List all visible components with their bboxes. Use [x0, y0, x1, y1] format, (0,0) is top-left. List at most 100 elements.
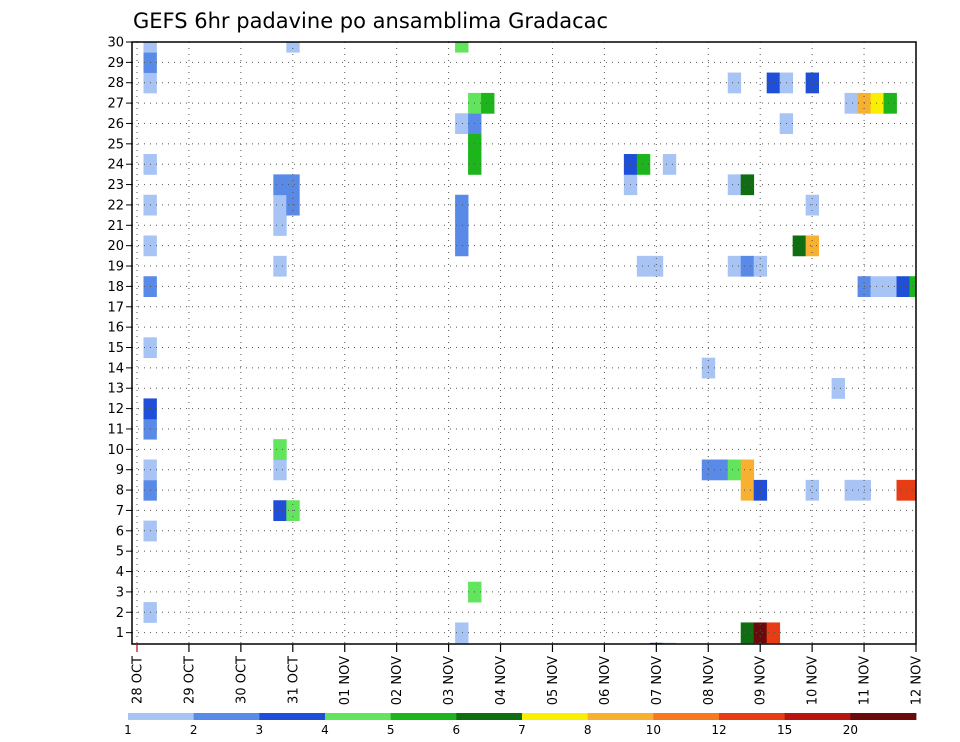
data-cell: [727, 174, 742, 196]
y-tick-label: 4: [116, 565, 124, 580]
colorbar-label: 2: [190, 723, 198, 737]
data-cell: [727, 459, 742, 481]
data-cell: [143, 42, 157, 53]
y-tick-label: 28: [107, 76, 124, 91]
y-tick-label: 23: [107, 178, 124, 193]
data-cell: [455, 622, 469, 644]
data-cell: [649, 255, 664, 277]
data-cell: [831, 378, 845, 399]
colorbar-label: 15: [777, 723, 792, 737]
data-cell: [740, 479, 755, 501]
x-tick-label: 01 NOV: [338, 656, 353, 705]
data-cell: [273, 194, 287, 216]
colorbar-segment: [653, 713, 720, 720]
colorbar-segment: [719, 713, 786, 720]
data-cell: [844, 479, 858, 501]
y-tick-label: 22: [107, 198, 124, 213]
y-tick-label: 27: [107, 97, 124, 112]
data-cell: [740, 459, 755, 481]
data-cell: [636, 255, 651, 277]
x-tick-label: 29 OCT: [182, 656, 197, 704]
y-tick-label: 25: [107, 137, 124, 152]
x-tick-label: 02 NOV: [390, 656, 405, 705]
y-tick-label: 12: [107, 402, 124, 417]
y-tick-label: 24: [107, 158, 124, 173]
data-cell: [273, 500, 287, 522]
x-tick-label: 05 NOV: [546, 656, 561, 705]
data-cell: [766, 72, 781, 94]
data-cell: [740, 174, 755, 196]
y-tick-label: 8: [116, 484, 124, 499]
plot-frame: [131, 41, 917, 645]
y-tick-label: 30: [107, 36, 124, 51]
data-cell: [273, 174, 287, 196]
data-cell: [455, 113, 469, 135]
colorbar-segment: [522, 713, 589, 720]
x-tick-label: 28 OCT: [131, 656, 146, 704]
data-cells: [143, 42, 917, 645]
x-tick-label: 12 NOV: [910, 656, 925, 705]
colorbar-segment: [784, 713, 851, 720]
data-cell: [740, 622, 755, 644]
y-axis: 1234567891011121314151617181920212223242…: [107, 36, 132, 641]
data-cell: [753, 255, 768, 277]
x-tick-label: 31 OCT: [286, 656, 301, 704]
y-tick-label: 15: [107, 341, 124, 356]
colorbar-segment: [390, 713, 457, 720]
data-cell: [883, 92, 897, 114]
colorbar-label: 20: [843, 723, 858, 737]
colorbar-label: 4: [321, 723, 329, 737]
colorbar-label: 1: [124, 723, 132, 737]
data-cell: [753, 479, 768, 501]
x-tick-label: 08 NOV: [702, 656, 717, 705]
data-cell: [273, 215, 287, 236]
y-tick-label: 11: [107, 422, 124, 437]
grid-lines: [132, 42, 916, 644]
y-tick-label: 19: [107, 260, 124, 275]
data-cell: [273, 459, 287, 481]
data-cell: [805, 235, 820, 257]
colorbar-segment: [128, 713, 195, 720]
chart-title: GEFS 6hr padavine po ansamblima Gradacac: [133, 9, 608, 33]
colorbar-segment: [587, 713, 654, 720]
y-tick-label: 14: [107, 361, 124, 376]
data-cell: [662, 154, 677, 175]
x-tick-label: 11 NOV: [858, 656, 873, 705]
y-tick-label: 18: [107, 280, 124, 295]
data-cell: [273, 439, 287, 460]
data-cell: [286, 42, 300, 53]
y-tick-label: 2: [116, 606, 124, 621]
x-tick-label: 03 NOV: [442, 656, 457, 705]
data-cell: [805, 479, 820, 501]
colorbar-legend: 1 2 3 4 5 6 7 8 10 12 15 20: [124, 713, 917, 737]
colorbar-segment: [850, 713, 917, 720]
colorbar-segment: [193, 713, 260, 720]
data-cell: [636, 154, 651, 175]
data-cell: [286, 194, 300, 216]
colorbar-segment: [259, 713, 326, 720]
data-cell: [805, 72, 820, 94]
data-cell: [753, 622, 768, 644]
data-cell: [455, 42, 469, 53]
y-tick-label: 20: [107, 239, 124, 254]
data-cell: [455, 194, 469, 216]
x-tick-label: 06 NOV: [598, 656, 613, 705]
colorbar-label: 6: [453, 723, 461, 737]
y-tick-label: 21: [107, 219, 124, 234]
x-tick-label: 04 NOV: [494, 656, 509, 705]
data-cell: [714, 459, 729, 481]
colorbar-label: 7: [518, 723, 526, 737]
y-tick-label: 9: [116, 463, 124, 478]
colorbar-label: 8: [584, 723, 592, 737]
x-tick-label: 10 NOV: [806, 656, 821, 705]
x-tick-label: 09 NOV: [754, 656, 769, 705]
data-cell: [740, 255, 755, 277]
data-cell: [870, 92, 884, 114]
y-tick-label: 7: [116, 504, 124, 519]
y-tick-label: 13: [107, 382, 124, 397]
data-cell: [883, 276, 897, 297]
data-cell: [727, 255, 742, 277]
y-tick-label: 1: [116, 626, 124, 641]
data-cell: [273, 255, 287, 277]
